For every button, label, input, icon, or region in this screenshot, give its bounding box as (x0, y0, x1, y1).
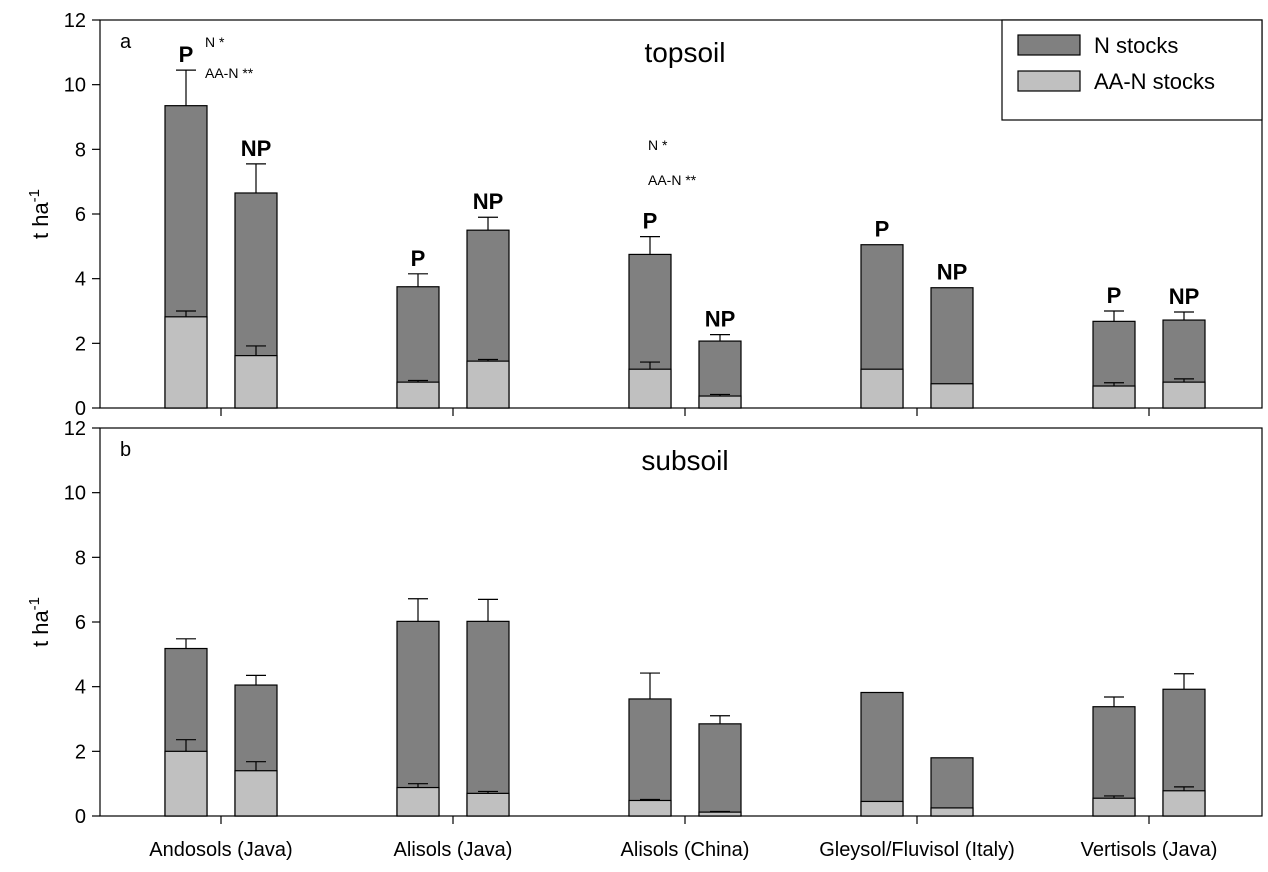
bar-group (396, 598, 440, 817)
legend: N stocks AA-N stocks (1001, 19, 1263, 121)
y-axis-label: t ha-1 (26, 597, 53, 647)
panel-b: 0 2 4 6 8 10 12 t ha-1 b subsoil (26, 418, 1263, 828)
bar-aa-n-stocks (860, 368, 904, 409)
bar-aa-n-stocks (1092, 385, 1136, 409)
bar-label: NP (241, 136, 272, 161)
bar-aa-n-stocks (698, 811, 742, 817)
bar-aa-n-stocks (1162, 381, 1206, 409)
legend-swatch (1017, 70, 1081, 92)
panel-letter: b (120, 439, 131, 461)
x-tick-label: Andosols (Java) (149, 839, 292, 861)
significance-annotation: N * (205, 34, 225, 50)
bar-aa-n-stocks (930, 807, 974, 817)
y-tick-label: 0 (75, 398, 86, 420)
bar-group: P (628, 209, 672, 409)
y-tick-label: 4 (75, 677, 86, 699)
bar-group (164, 638, 208, 817)
bar-aa-n-stocks (466, 360, 510, 409)
bar-group: P (396, 246, 440, 409)
bar-group: NP (234, 136, 278, 409)
bar-aa-n-stocks (164, 316, 208, 409)
bar-label: NP (937, 260, 968, 285)
bar-group (466, 598, 510, 817)
x-tick-label: Alisols (Java) (394, 839, 513, 861)
y-tick-label: 12 (64, 418, 86, 440)
bar-group: NP (1162, 284, 1206, 409)
x-tick-label: Gleysol/Fluvisol (Italy) (819, 839, 1015, 861)
bar-group: P (860, 217, 904, 409)
bar-aa-n-stocks (396, 381, 440, 409)
x-tick-label: Alisols (China) (621, 839, 750, 861)
bar-aa-n-stocks (396, 786, 440, 817)
bar-label: NP (1169, 284, 1200, 309)
bar-label: NP (473, 189, 504, 214)
y-tick-label: 12 (64, 10, 86, 32)
bar-group (860, 691, 904, 817)
bar-group (234, 674, 278, 817)
x-tick-label: Vertisols (Java) (1081, 839, 1218, 861)
y-axis-label: t ha-1 (26, 189, 53, 239)
bar-label: NP (705, 307, 736, 332)
bar-group (930, 757, 974, 817)
y-tick-label: 2 (75, 741, 86, 763)
y-tick-label: 10 (64, 75, 86, 97)
bar-aa-n-stocks (234, 355, 278, 409)
bar-group: NP (930, 260, 974, 409)
bar-label: P (875, 217, 890, 242)
bar-group: NP (698, 307, 742, 409)
panel-title: topsoil (645, 37, 726, 68)
y-tick-label: 10 (64, 483, 86, 505)
bar-aa-n-stocks (860, 800, 904, 817)
y-tick-label: 4 (75, 269, 86, 291)
bar-n-stocks (628, 698, 672, 817)
y-tick-label: 8 (75, 139, 86, 161)
y-tick-label: 6 (75, 204, 86, 226)
bar-n-stocks (930, 757, 974, 817)
bar-n-stocks (698, 723, 742, 817)
bar-aa-n-stocks (164, 750, 208, 817)
bar-label: P (1107, 283, 1122, 308)
bar-aa-n-stocks (930, 383, 974, 409)
bar-aa-n-stocks (628, 799, 672, 817)
panel-title: subsoil (641, 445, 728, 476)
bar-aa-n-stocks (234, 770, 278, 817)
bar-group (628, 672, 672, 817)
bar-label: P (179, 42, 194, 67)
legend-label: N stocks (1094, 33, 1178, 58)
bar-label: P (643, 209, 658, 234)
bar-group: P (1092, 283, 1136, 409)
bar-aa-n-stocks (1092, 797, 1136, 817)
bar-group (698, 715, 742, 817)
bar-aa-n-stocks (628, 368, 672, 409)
significance-annotation: N * (648, 137, 668, 153)
bar-n-stocks (860, 691, 904, 817)
bar-group: NP (466, 189, 510, 409)
significance-annotation: AA-N ** (648, 172, 697, 188)
y-tick-label: 2 (75, 333, 86, 355)
bar-aa-n-stocks (698, 395, 742, 409)
bar-group (1162, 673, 1206, 817)
bar-group (1092, 696, 1136, 817)
significance-annotation: AA-N ** (205, 65, 254, 81)
panel-letter: a (120, 31, 132, 53)
y-tick-label: 8 (75, 547, 86, 569)
legend-swatch (1017, 34, 1081, 56)
bar-aa-n-stocks (1162, 790, 1206, 817)
bar-group: P (164, 42, 208, 409)
legend-label: AA-N stocks (1094, 69, 1215, 94)
x-axis-labels: Andosols (Java) Alisols (Java) Alisols (Ch… (149, 839, 1217, 861)
y-tick-label: 0 (75, 806, 86, 828)
panel-a: 0 2 4 6 8 10 12 t ha-1 a topsoil P NP P NP P NP P NP P NP N … (26, 10, 1263, 420)
bar-n-stocks (466, 620, 510, 817)
bar-label: P (411, 246, 426, 271)
bar-aa-n-stocks (466, 792, 510, 817)
y-tick-label: 6 (75, 612, 86, 634)
